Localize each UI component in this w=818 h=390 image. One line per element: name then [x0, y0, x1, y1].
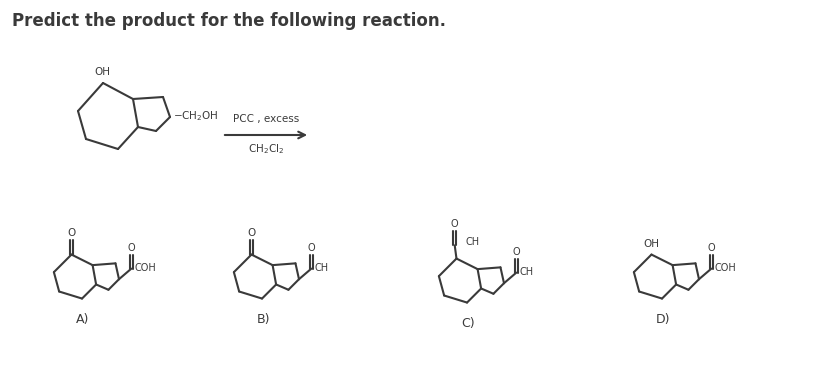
- Text: O: O: [308, 243, 315, 254]
- Text: B): B): [256, 314, 270, 326]
- Text: O: O: [513, 247, 520, 257]
- Text: CH: CH: [465, 237, 479, 247]
- Text: CH: CH: [520, 267, 534, 277]
- Text: COH: COH: [715, 263, 736, 273]
- Text: A): A): [76, 314, 90, 326]
- Text: $-$CH$_2$OH: $-$CH$_2$OH: [173, 109, 218, 123]
- Text: O: O: [451, 219, 459, 229]
- Text: O: O: [708, 243, 715, 254]
- Text: D): D): [656, 314, 670, 326]
- Text: CH$_2$Cl$_2$: CH$_2$Cl$_2$: [248, 142, 284, 156]
- Text: OH: OH: [94, 67, 110, 77]
- Text: O: O: [128, 243, 135, 254]
- Text: Predict the product for the following reaction.: Predict the product for the following re…: [12, 12, 446, 30]
- Text: O: O: [247, 229, 255, 238]
- Text: O: O: [67, 229, 75, 238]
- Text: CH: CH: [315, 263, 329, 273]
- Text: C): C): [461, 317, 474, 330]
- Text: COH: COH: [135, 263, 156, 273]
- Text: OH: OH: [644, 239, 659, 249]
- Text: PCC , excess: PCC , excess: [233, 114, 299, 124]
